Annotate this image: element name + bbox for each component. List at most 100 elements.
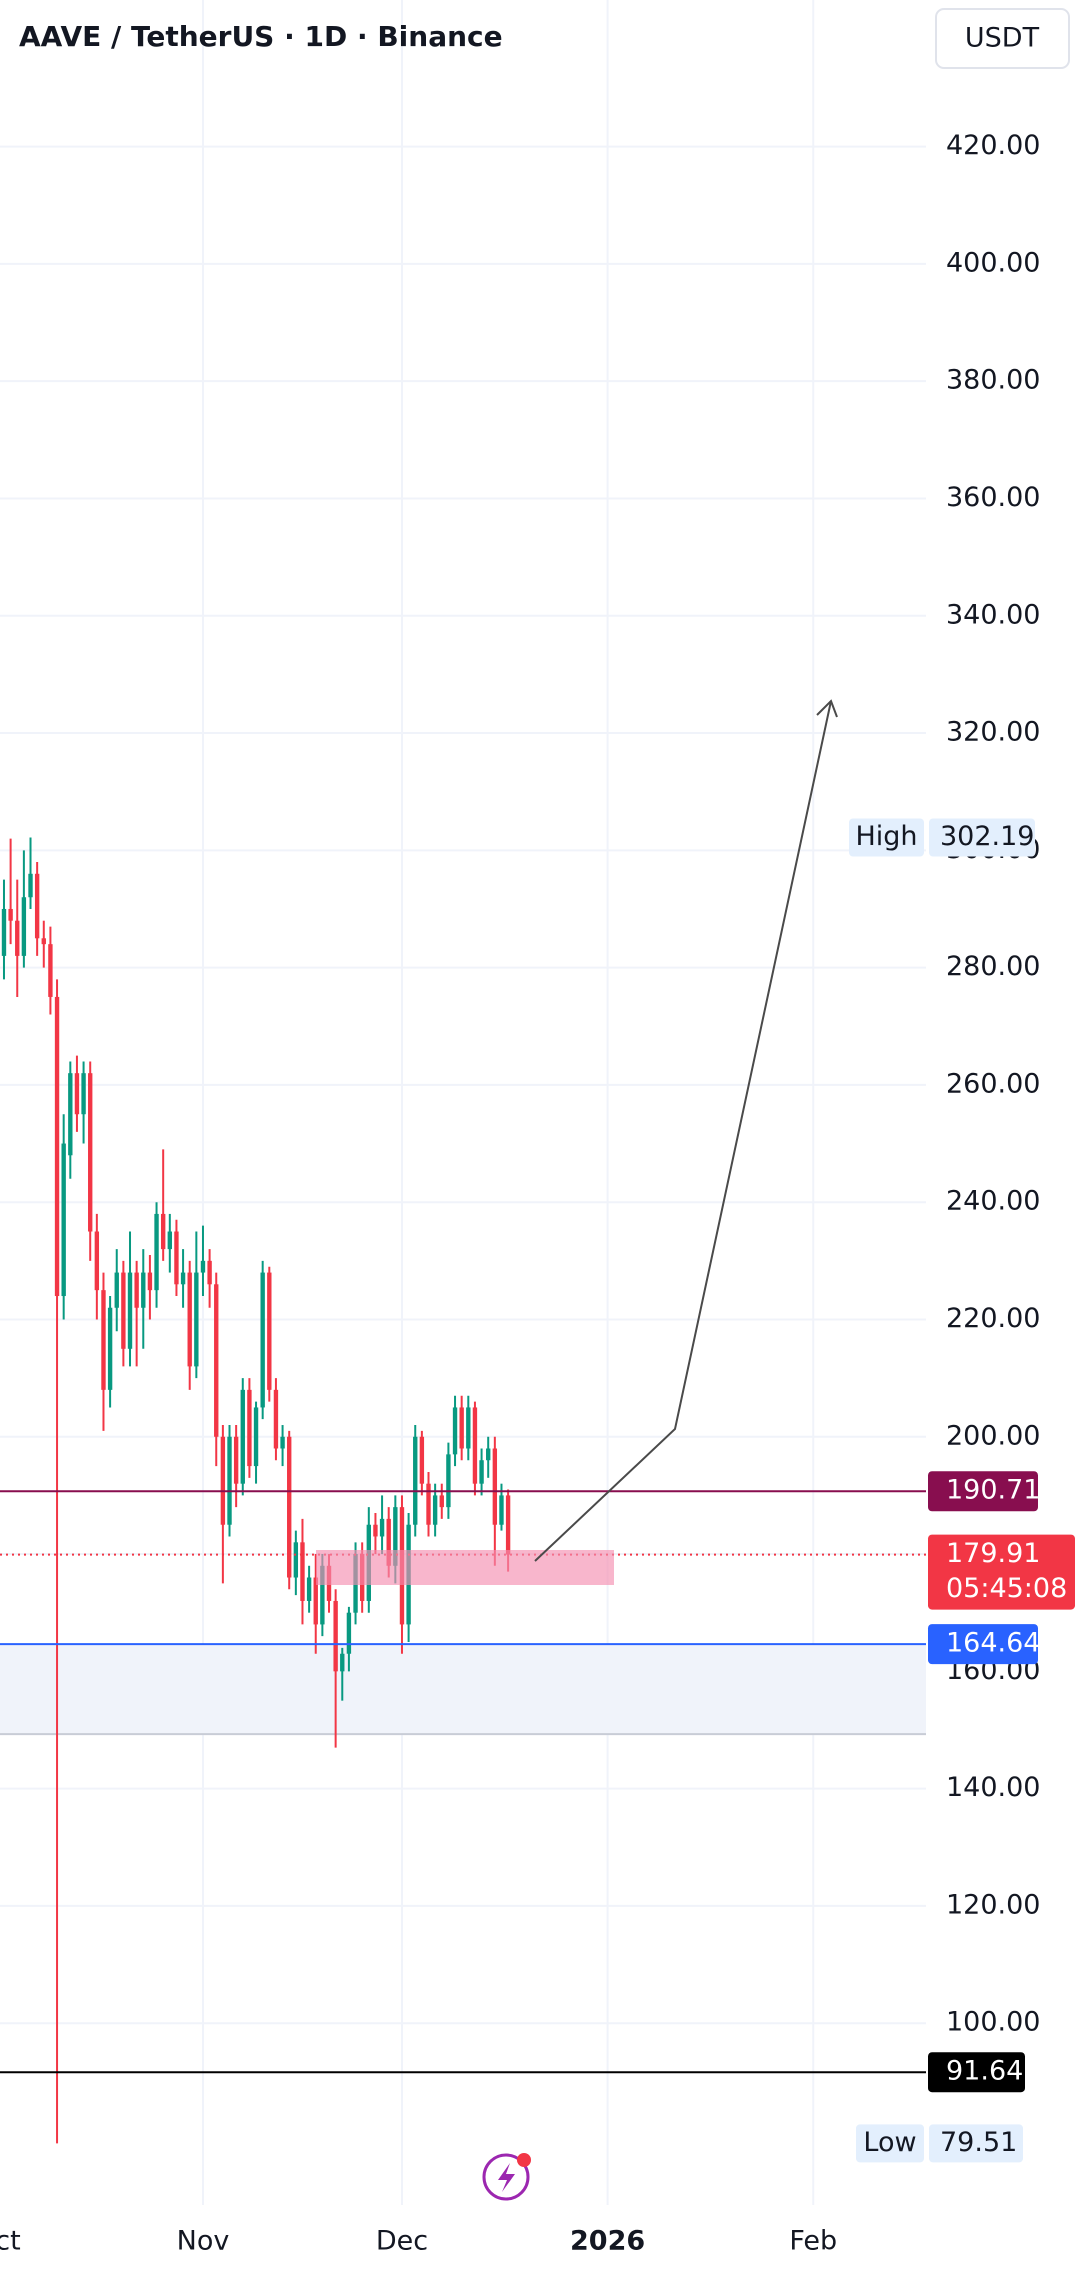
drawings bbox=[316, 699, 838, 1585]
level-label: 190.71 bbox=[946, 1475, 1040, 1506]
candle-body bbox=[492, 1448, 498, 1525]
y-tick-label: 340.00 bbox=[946, 599, 1040, 630]
candle-body bbox=[180, 1272, 186, 1285]
plot-layer bbox=[0, 837, 926, 2144]
candle-body bbox=[260, 1272, 265, 1408]
currency-label[interactable]: USDT bbox=[965, 23, 1040, 54]
level-label-box bbox=[928, 1471, 1038, 1512]
icon-dot bbox=[517, 2153, 531, 2167]
marker-value-box bbox=[929, 818, 1035, 857]
candle-body bbox=[214, 1284, 219, 1437]
last-price-label: 179.91 bbox=[946, 1538, 1040, 1569]
currency-button[interactable] bbox=[935, 8, 1070, 69]
y-tick-label: 280.00 bbox=[946, 951, 1040, 982]
candle-body bbox=[160, 1213, 166, 1250]
candle-body bbox=[54, 996, 60, 1297]
candle-body bbox=[346, 1612, 352, 1654]
candle-body bbox=[419, 1436, 425, 1484]
candle-body bbox=[505, 1495, 511, 1555]
x-tick-label: 2026 bbox=[570, 2226, 645, 2257]
candle-body bbox=[466, 1407, 471, 1449]
candle-body bbox=[446, 1454, 451, 1508]
candle-body bbox=[41, 938, 46, 945]
candle-body bbox=[472, 1407, 478, 1484]
candle-body bbox=[134, 1272, 139, 1308]
candle-body bbox=[227, 1436, 232, 1525]
marker-name: High bbox=[855, 821, 917, 852]
candle-body bbox=[141, 1272, 146, 1308]
candle-body bbox=[121, 1272, 126, 1349]
candle-body bbox=[114, 1272, 119, 1308]
candle-body bbox=[306, 1577, 312, 1601]
candle-body bbox=[379, 1518, 385, 1537]
candle-body bbox=[68, 1073, 73, 1156]
candle-body bbox=[280, 1436, 285, 1449]
candle-body bbox=[386, 1518, 391, 1566]
projection-arrow bbox=[534, 700, 832, 1562]
candle-body bbox=[340, 1653, 345, 1672]
candle-body bbox=[333, 1600, 338, 1672]
candle-body bbox=[452, 1407, 458, 1455]
y-tick-label: 120.00 bbox=[946, 1889, 1040, 1920]
highlight-box bbox=[316, 1550, 614, 1585]
marker-value: 302.19 bbox=[940, 821, 1034, 852]
marker-name-box bbox=[849, 818, 924, 857]
candle-body bbox=[287, 1436, 292, 1578]
candle-body bbox=[413, 1436, 418, 1525]
y-tick-label: 200.00 bbox=[946, 1420, 1040, 1451]
y-tick-label: 140.00 bbox=[946, 1772, 1040, 1803]
icon-bolt bbox=[498, 2163, 515, 2192]
candle-body bbox=[187, 1272, 192, 1367]
level-label-box bbox=[928, 2052, 1025, 2093]
icon-ring bbox=[482, 2153, 530, 2201]
last-price-box bbox=[928, 1534, 1075, 1610]
candle-body bbox=[74, 1073, 80, 1115]
candle-body bbox=[273, 1389, 279, 1449]
y-tick-label: 360.00 bbox=[946, 482, 1040, 513]
candle-body bbox=[61, 1143, 66, 1297]
arrow-head bbox=[816, 699, 838, 718]
candle-body bbox=[21, 897, 27, 956]
y-tick-label: 100.00 bbox=[946, 2007, 1040, 2038]
candle-body bbox=[373, 1524, 378, 1537]
y-tick-label: 260.00 bbox=[946, 1068, 1040, 1099]
support-zone bbox=[0, 1644, 926, 1735]
candle-body bbox=[439, 1495, 444, 1508]
candle-body bbox=[313, 1577, 318, 1625]
y-tick-label: 240.00 bbox=[946, 1186, 1040, 1217]
candle-body bbox=[240, 1389, 245, 1484]
marker-value: 79.51 bbox=[940, 2127, 1017, 2158]
candle-body bbox=[94, 1231, 100, 1291]
candle-body bbox=[300, 1542, 305, 1601]
y-tick-label: 380.00 bbox=[946, 365, 1040, 396]
candle-body bbox=[174, 1231, 179, 1285]
chart-title: AAVE / TetherUS · 1D · Binance bbox=[19, 20, 503, 53]
y-tick-label: 400.00 bbox=[946, 247, 1040, 278]
candle-body bbox=[48, 944, 53, 997]
candle-body bbox=[200, 1260, 206, 1273]
candle-body bbox=[486, 1448, 491, 1461]
candle-body bbox=[1, 908, 7, 956]
alert-icon[interactable] bbox=[482, 2153, 531, 2201]
candle-body bbox=[81, 1073, 86, 1115]
candle-body bbox=[320, 1565, 325, 1625]
y-tick-label: 220.00 bbox=[946, 1303, 1040, 1334]
candle-body bbox=[127, 1272, 133, 1349]
label-layer: 100.00120.00140.00160.00180.00200.00220.… bbox=[0, 130, 1075, 2257]
candle-body bbox=[147, 1272, 153, 1291]
x-tick-label: Nov bbox=[177, 2226, 230, 2257]
candle-body bbox=[88, 1073, 93, 1232]
candle-body bbox=[267, 1272, 272, 1390]
candle-body bbox=[233, 1436, 239, 1484]
candle-body bbox=[432, 1495, 438, 1525]
candle-body bbox=[479, 1460, 484, 1484]
candle-body bbox=[167, 1231, 172, 1250]
level-label: 91.64 bbox=[946, 2056, 1023, 2087]
candle-body bbox=[459, 1407, 464, 1449]
candle-body bbox=[207, 1260, 212, 1285]
level-label-box bbox=[928, 1624, 1038, 1665]
candle-body bbox=[28, 873, 33, 898]
x-tick-label: Dec bbox=[376, 2226, 428, 2257]
